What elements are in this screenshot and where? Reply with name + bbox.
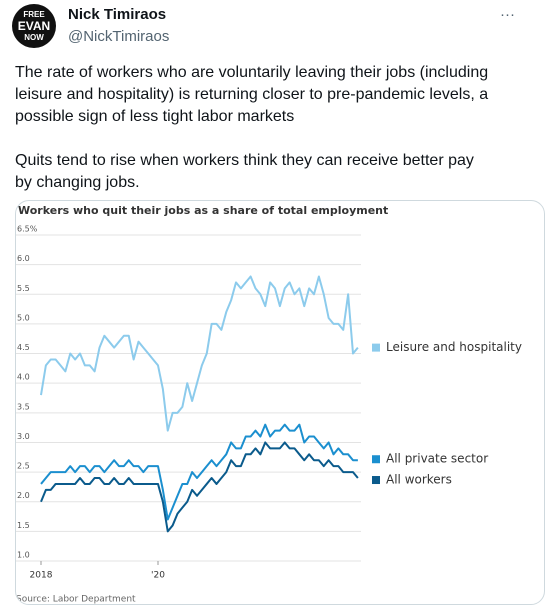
y-tick-label: 6.0 [17, 254, 30, 263]
y-tick-label: 3.0 [17, 432, 30, 441]
chart-source: Source: Labor Department [16, 595, 136, 605]
avatar[interactable]: FREE EVAN NOW [12, 4, 56, 48]
more-menu[interactable]: ··· [500, 6, 515, 23]
legend-label: Leisure and hospitality [386, 340, 522, 354]
legend-label: All private sector [386, 452, 488, 466]
y-tick-label: 4.0 [17, 373, 30, 382]
legend-swatch [372, 455, 380, 464]
legend-label: All workers [386, 473, 452, 487]
y-tick-label: 6.5% [17, 225, 38, 234]
y-tick-label: 1.5 [17, 521, 30, 530]
y-tick-label: 1.0 [17, 551, 30, 560]
author-name[interactable]: Nick Timiraos [68, 6, 167, 23]
series-line [40, 441, 359, 533]
series-line [40, 275, 359, 432]
avatar-text: NOW [24, 32, 44, 42]
paragraph: The rate of workers who are voluntarily … [15, 64, 489, 125]
y-tick-label: 5.0 [17, 313, 30, 322]
series-line [40, 423, 358, 521]
y-tick-label: 2.0 [17, 491, 30, 500]
chart: Workers who quit their jobs as a share o… [16, 204, 522, 605]
x-tick-label: '20 [151, 571, 165, 581]
paragraph: Quits tend to rise when workers think th… [15, 152, 474, 191]
legend-swatch [372, 476, 380, 485]
avatar-text: EVAN [17, 18, 51, 33]
legend-swatch [372, 343, 380, 352]
tweet-text: The rate of workers who are voluntarily … [15, 62, 495, 216]
avatar-text: FREE [23, 9, 45, 19]
chart-title: Workers who quit their jobs as a share o… [18, 204, 388, 217]
y-tick-label: 3.5 [17, 402, 30, 411]
chart-card[interactable]: Workers who quit their jobs as a share o… [15, 200, 545, 605]
y-tick-label: 2.5 [17, 462, 30, 471]
author-handle[interactable]: @NickTimiraos [68, 28, 170, 45]
y-tick-label: 5.5 [17, 284, 30, 293]
x-tick-label: 2018 [30, 571, 53, 581]
y-tick-label: 4.5 [17, 343, 30, 352]
